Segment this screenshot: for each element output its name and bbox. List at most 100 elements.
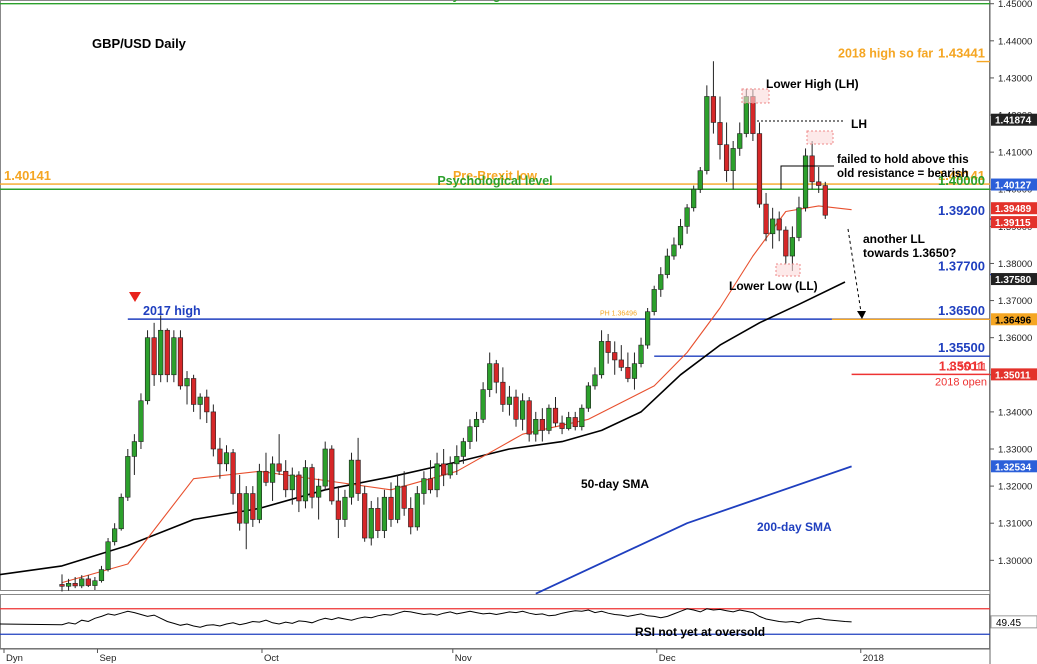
level-name-label: PH 1.36496 <box>600 310 637 317</box>
candle-body <box>316 485 322 498</box>
candlesticks <box>59 61 828 592</box>
price-tag <box>991 313 1037 326</box>
level-value-label: 1.45000 <box>938 0 985 3</box>
y-tick-label: 1.30000 <box>998 556 1032 567</box>
price-tag-text: 1.35011 <box>995 370 1031 381</box>
y-tick-label: 1.41000 <box>998 148 1032 159</box>
candle-body <box>612 352 618 361</box>
candle-body <box>789 237 795 257</box>
candle-body <box>342 496 348 520</box>
failed-hold-label-1: failed to hold above this <box>837 154 969 166</box>
x-tick-label: Nov <box>455 653 472 664</box>
projection-dashed-line <box>847 228 862 313</box>
candle-body <box>645 311 651 346</box>
candle-body <box>487 363 493 390</box>
candle-body <box>92 580 98 586</box>
candle-body <box>151 337 157 376</box>
candle-body <box>125 456 131 498</box>
candle-body <box>579 407 585 428</box>
candle-body <box>237 493 243 524</box>
highlight-box <box>806 130 834 145</box>
candle-body <box>118 496 124 530</box>
x-tick-label: Oct <box>264 653 279 664</box>
candle-body <box>559 422 565 429</box>
candle-body <box>177 337 184 387</box>
candle-body <box>65 583 72 587</box>
price-tag-text: 1.32534 <box>995 462 1032 473</box>
candle-body <box>296 474 302 502</box>
price-tag <box>991 460 1037 473</box>
candle-body <box>730 148 736 171</box>
y-tick-label: 1.31000 <box>998 519 1032 530</box>
candle-body <box>467 426 473 442</box>
candle-body <box>112 528 118 543</box>
candle-body <box>822 185 828 216</box>
candle-body <box>256 470 263 520</box>
candle-body <box>158 329 164 376</box>
lower-high-label: Lower High (LH) <box>766 77 859 91</box>
level-value-label: 1.40000 <box>938 173 985 188</box>
x-tick-label: Dyn <box>6 653 23 664</box>
candle-body <box>796 207 802 238</box>
candle-body <box>355 459 361 494</box>
lh-label: LH <box>851 117 867 131</box>
candle-body <box>539 419 545 431</box>
price-tag-text: 1.41874 <box>995 116 1032 127</box>
candle-body <box>322 448 328 487</box>
candle-body <box>802 155 809 209</box>
candle-body <box>447 463 453 476</box>
sma50-label: 50-day SMA <box>581 477 649 491</box>
candle-body <box>394 485 401 520</box>
candle-body <box>526 400 532 435</box>
candle-body <box>677 226 684 246</box>
candle-body <box>710 96 717 123</box>
candle-body <box>85 578 91 586</box>
candle-body <box>131 441 137 457</box>
candle-body <box>816 181 822 186</box>
candle-body <box>191 378 197 405</box>
candle-body <box>144 337 151 402</box>
level-name-label: 2018 high so far <box>838 47 933 61</box>
y-tick-label: 1.34000 <box>998 407 1032 418</box>
time-axis: DynSepOctNovDec2018Feb <box>3 649 884 664</box>
candle-body <box>375 508 381 531</box>
candle-body <box>414 493 420 528</box>
candle-body <box>79 578 85 587</box>
candle-body <box>638 344 644 364</box>
candle-body <box>697 170 703 190</box>
candle-body <box>500 381 506 405</box>
down-arrow-icon <box>129 292 141 302</box>
candle-body <box>230 452 236 494</box>
candle-body <box>684 207 690 227</box>
candle-body <box>763 203 769 235</box>
rsi-panel: 49.45 <box>0 608 1037 635</box>
highlight-box <box>775 263 801 277</box>
horizontal-levels: 1.45000 Psychological level 1.43441 2018 hi… <box>0 0 1037 388</box>
candle-body <box>243 493 249 524</box>
candle-body <box>776 218 782 231</box>
candle-body <box>519 400 526 420</box>
highlight-boxes <box>741 88 834 277</box>
rsi-value-text: 49.45 <box>996 618 1021 629</box>
candle-body <box>105 541 111 570</box>
candle-body <box>329 448 335 502</box>
level-value-label: 1.35500 <box>938 340 985 355</box>
candle-body <box>473 419 480 428</box>
price-tag-text: 1.36496 <box>995 315 1032 326</box>
level-name-label: 2017 high <box>143 304 201 318</box>
candle-body <box>217 448 223 465</box>
level-value-label: 1.43441 <box>938 46 985 61</box>
candle-body <box>618 359 624 368</box>
candle-body <box>335 500 341 520</box>
chart-title: GBP/USD Daily <box>92 36 187 51</box>
price-tag-text: 1.39489 <box>995 204 1032 215</box>
candle-body <box>197 396 203 405</box>
level-name-label: Pre-Brexit low <box>453 169 537 183</box>
y-tick-label: 1.43000 <box>998 73 1032 84</box>
candle-body <box>454 456 460 465</box>
candle-body <box>585 385 591 409</box>
candle-body <box>598 341 605 376</box>
price-tag-text: 1.39115 <box>995 218 1031 229</box>
candle-body <box>631 363 638 379</box>
candle-body <box>309 467 315 498</box>
